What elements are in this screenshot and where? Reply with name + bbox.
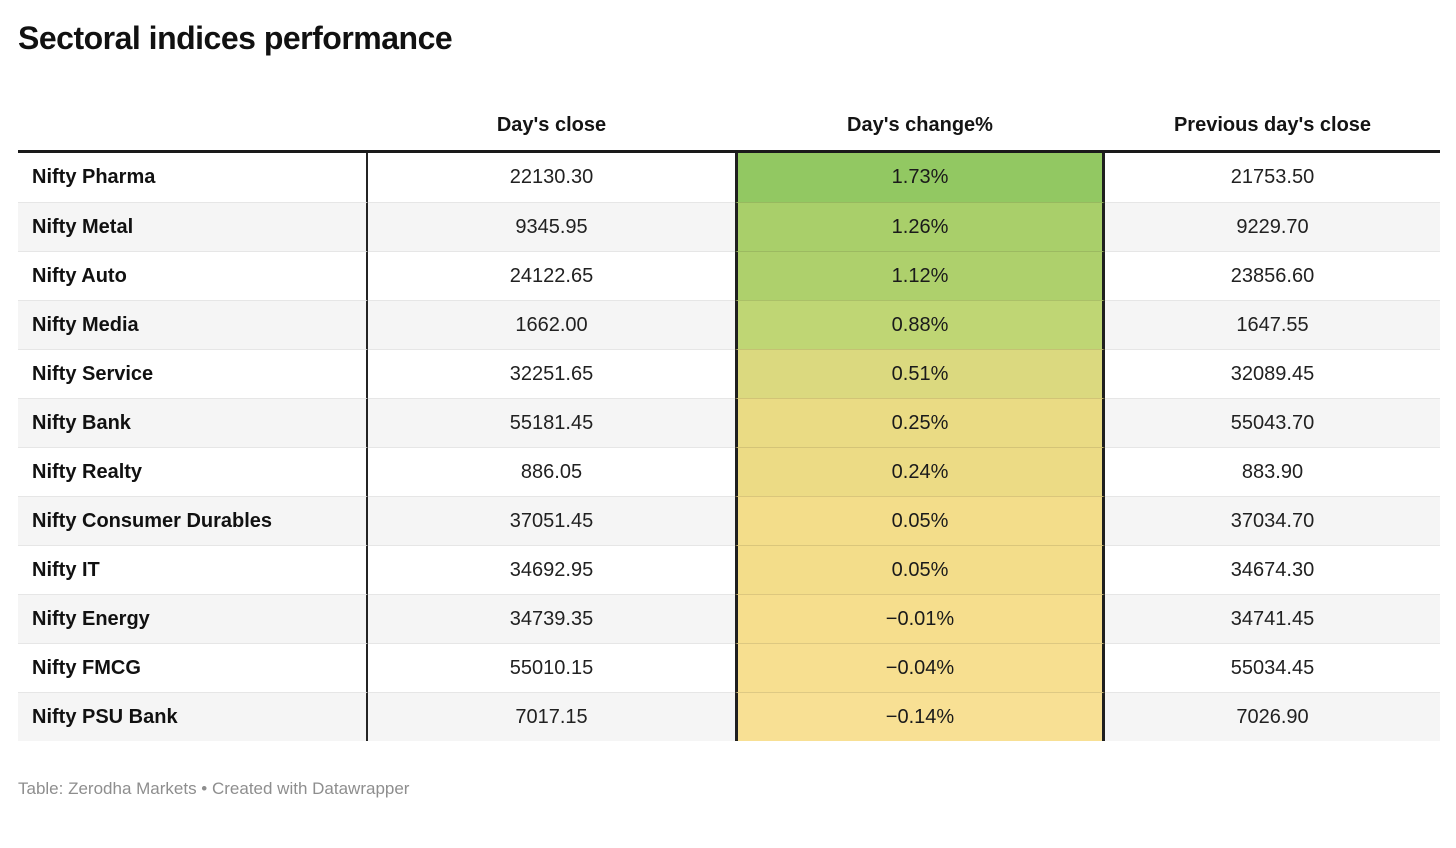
table-row: Nifty Metal 9345.95 1.26% 9229.70 <box>18 202 1440 251</box>
table-row: Nifty Energy 34739.35 −0.01% 34741.45 <box>18 594 1440 643</box>
index-name-cell: Nifty Consumer Durables <box>18 496 368 545</box>
header-previous-days-close: Previous day's close <box>1173 114 1372 136</box>
change-cell: 1.12% <box>735 251 1105 300</box>
table-row: Nifty PSU Bank 7017.15 −0.14% 7026.90 <box>18 692 1440 741</box>
index-name-cell: Nifty Energy <box>18 594 368 643</box>
prev-close-cell: 883.90 <box>1105 447 1440 496</box>
prev-close-cell: 7026.90 <box>1105 692 1440 741</box>
index-name-cell: Nifty Bank <box>18 398 368 447</box>
change-cell: 0.05% <box>735 545 1105 594</box>
close-cell: 34739.35 <box>368 594 735 643</box>
change-cell: −0.14% <box>735 692 1105 741</box>
table-row: Nifty FMCG 55010.15 −0.04% 55034.45 <box>18 643 1440 692</box>
close-cell: 22130.30 <box>368 153 735 202</box>
attribution-footer: Table: Zerodha Markets • Created with Da… <box>18 779 410 798</box>
change-cell: 1.26% <box>735 202 1105 251</box>
close-cell: 1662.00 <box>368 300 735 349</box>
change-cell: −0.04% <box>735 643 1105 692</box>
change-cell: 0.25% <box>735 398 1105 447</box>
close-cell: 55010.15 <box>368 643 735 692</box>
change-cell: −0.01% <box>735 594 1105 643</box>
prev-close-cell: 55043.70 <box>1105 398 1440 447</box>
index-name-cell: Nifty IT <box>18 545 368 594</box>
close-cell: 24122.65 <box>368 251 735 300</box>
table-row: Nifty Service 32251.65 0.51% 32089.45 <box>18 349 1440 398</box>
change-cell: 0.88% <box>735 300 1105 349</box>
index-name-cell: Nifty Service <box>18 349 368 398</box>
close-cell: 37051.45 <box>368 496 735 545</box>
change-cell: 0.05% <box>735 496 1105 545</box>
index-name-cell: Nifty Realty <box>18 447 368 496</box>
index-name-cell: Nifty Metal <box>18 202 368 251</box>
index-name-cell: Nifty Pharma <box>18 153 368 202</box>
prev-close-cell: 21753.50 <box>1105 153 1440 202</box>
change-cell: 1.73% <box>735 153 1105 202</box>
prev-close-cell: 34674.30 <box>1105 545 1440 594</box>
sectoral-indices-table: Day's close Day's change% Previous day's… <box>18 93 1440 741</box>
table-row: Nifty Consumer Durables 37051.45 0.05% 3… <box>18 496 1440 545</box>
prev-close-cell: 37034.70 <box>1105 496 1440 545</box>
change-cell: 0.51% <box>735 349 1105 398</box>
table-body: Nifty Pharma 22130.30 1.73% 21753.50 Nif… <box>18 153 1440 741</box>
table-header-row: Day's close Day's change% Previous day's… <box>18 93 1440 153</box>
close-cell: 9345.95 <box>368 202 735 251</box>
header-days-change: Day's change% <box>847 114 993 136</box>
table-row: Nifty Bank 55181.45 0.25% 55043.70 <box>18 398 1440 447</box>
index-name-cell: Nifty FMCG <box>18 643 368 692</box>
prev-close-cell: 32089.45 <box>1105 349 1440 398</box>
table-row: Nifty IT 34692.95 0.05% 34674.30 <box>18 545 1440 594</box>
header-index-name <box>18 93 368 150</box>
table-row: Nifty Pharma 22130.30 1.73% 21753.50 <box>18 153 1440 202</box>
change-cell: 0.24% <box>735 447 1105 496</box>
prev-close-cell: 9229.70 <box>1105 202 1440 251</box>
table-row: Nifty Realty 886.05 0.24% 883.90 <box>18 447 1440 496</box>
index-name-cell: Nifty PSU Bank <box>18 692 368 741</box>
prev-close-cell: 1647.55 <box>1105 300 1440 349</box>
close-cell: 886.05 <box>368 447 735 496</box>
table-row: Nifty Auto 24122.65 1.12% 23856.60 <box>18 251 1440 300</box>
prev-close-cell: 34741.45 <box>1105 594 1440 643</box>
header-days-close: Day's close <box>496 114 607 136</box>
index-name-cell: Nifty Media <box>18 300 368 349</box>
page-title: Sectoral indices performance <box>18 20 453 56</box>
table-row: Nifty Media 1662.00 0.88% 1647.55 <box>18 300 1440 349</box>
close-cell: 32251.65 <box>368 349 735 398</box>
close-cell: 7017.15 <box>368 692 735 741</box>
close-cell: 55181.45 <box>368 398 735 447</box>
index-name-cell: Nifty Auto <box>18 251 368 300</box>
prev-close-cell: 55034.45 <box>1105 643 1440 692</box>
page: Sectoral indices performance Day's close… <box>0 20 1456 848</box>
prev-close-cell: 23856.60 <box>1105 251 1440 300</box>
close-cell: 34692.95 <box>368 545 735 594</box>
